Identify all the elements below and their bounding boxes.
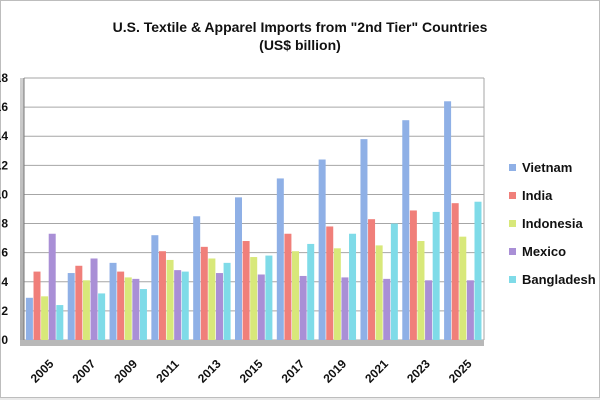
bar-indonesia-2007 [82,280,90,340]
y-tick-14: 14 [0,129,8,143]
bar-indonesia-2011 [166,259,174,340]
bar-indonesia-2009 [124,277,132,340]
legend-swatch-mexico [509,248,516,255]
bar-bangladesh-2023 [432,211,440,340]
y-axis-wall [20,78,24,340]
bar-mexico-2011 [174,270,182,340]
bar-vietnam-2011 [151,235,159,340]
bar-mexico-2025 [466,280,474,340]
bar-vietnam-2019 [318,159,326,340]
x-tick-2023: 2023 [404,357,433,386]
x-tick-2013: 2013 [195,357,224,386]
bar-vietnam-2007 [67,273,75,340]
x-tick-2005: 2005 [28,357,57,386]
y-tick-labels: 0 2 4 6 8 10 12 14 16 18 [0,71,8,347]
bar-indonesia-2025 [459,236,467,340]
bar-indonesia-2017 [292,251,300,340]
x-tick-2017: 2017 [279,357,308,386]
bar-india-2015 [242,241,250,340]
bar-vietnam-2015 [235,197,242,340]
bar-bangladesh-2025 [474,201,482,340]
bar-vietnam-2023 [402,120,410,340]
y-tick-16: 16 [0,100,8,114]
axes [20,78,484,346]
x-tick-2019: 2019 [320,357,349,386]
x-tick-2007: 2007 [70,357,99,386]
bar-bangladesh-2011 [181,271,189,340]
bar-india-2021 [368,219,376,340]
bar-india-2011 [158,251,166,340]
legend-label-mexico: Mexico [522,244,566,259]
y-tick-10: 10 [0,187,8,201]
bar-bangladesh-2017 [307,243,315,340]
y-tick-8: 8 [1,217,8,231]
legend-label-vietnam: Vietnam [522,160,572,175]
bar-bangladesh-2013 [223,262,231,340]
bar-mexico-2015 [257,274,265,340]
y-tick-6: 6 [1,246,8,260]
bar-vietnam-2025 [444,101,452,341]
chart-title-main: U.S. Textile & Apparel Imports from "2nd… [112,19,488,35]
bar-indonesia-2013 [208,258,216,340]
bar-indonesia-2023 [417,241,425,340]
bar-vietnam-2009 [109,262,117,340]
x-tick-2021: 2021 [362,357,391,386]
bar-india-2013 [200,246,208,340]
y-tick-4: 4 [1,275,8,289]
y-tick-18: 18 [0,71,8,85]
chart-title: U.S. Textile & Apparel Imports from "2nd… [0,18,600,54]
x-tick-labels: 2005 2007 2009 2011 2013 2015 2017 2019 2021 2023… [28,357,475,386]
bar-mexico-2017 [299,275,307,340]
x-axis-floor [20,340,484,346]
bar-mexico-2023 [425,280,433,340]
bar-bangladesh-2015 [265,255,273,340]
bar-indonesia-2005 [41,296,49,340]
bar-bangladesh-2007 [98,293,106,340]
bar-bangladesh-2005 [56,305,64,340]
bar-indonesia-2015 [250,257,258,340]
bar-vietnam-2013 [193,216,201,340]
bar-mexico-2019 [341,277,349,340]
x-tick-2015: 2015 [237,357,266,386]
legend-label-india: India [522,188,553,203]
bar-india-2009 [117,271,125,340]
bar-india-2023 [409,210,417,340]
bar-india-2025 [451,203,459,340]
legend-label-bangladesh: Bangladesh [522,272,596,287]
bar-mexico-2005 [48,233,56,340]
legend: Vietnam India Indonesia Mexico Bangladesh [509,160,596,287]
bar-vietnam-2021 [360,139,368,340]
y-tick-0: 0 [1,333,8,347]
bar-vietnam-2017 [276,178,284,340]
bar-bangladesh-2021 [390,223,398,340]
bar-indonesia-2019 [333,248,341,340]
legend-swatch-bangladesh [509,276,516,283]
bar-bangladesh-2009 [139,289,147,340]
bar-india-2017 [284,233,292,340]
bar-india-2019 [326,226,334,340]
bar-mexico-2007 [90,258,98,340]
legend-swatch-indonesia [509,220,516,227]
x-tick-2025: 2025 [446,357,475,386]
chart-subtitle: (US$ billion) [259,37,341,53]
y-tick-12: 12 [0,158,8,172]
bar-mexico-2021 [383,278,391,340]
bar-vietnam-2005 [25,297,33,340]
x-tick-2011: 2011 [153,357,182,386]
bar-indonesia-2021 [375,245,383,340]
bar-bangladesh-2019 [349,233,357,340]
bar-india-2007 [75,265,83,340]
y-tick-2: 2 [1,304,8,318]
bars [25,101,482,341]
bar-mexico-2009 [132,278,140,340]
legend-swatch-india [509,192,516,199]
x-tick-2009: 2009 [111,357,140,386]
bar-india-2005 [33,271,41,340]
bar-mexico-2013 [215,273,223,340]
legend-label-indonesia: Indonesia [522,216,583,231]
legend-swatch-vietnam [509,164,516,171]
